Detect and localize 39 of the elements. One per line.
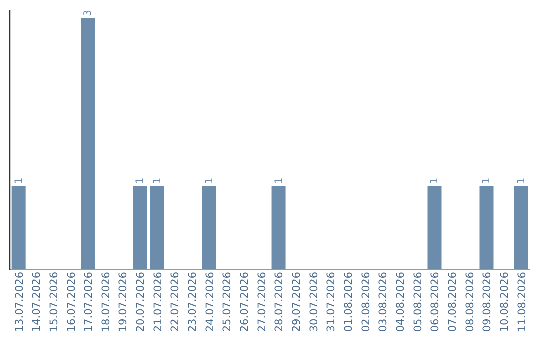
x-tick-label: 25.07.2026 — [222, 272, 234, 332]
x-tick-label: 23.07.2026 — [187, 272, 200, 332]
x-tick-label: 31.07.2026 — [326, 272, 338, 332]
x-tick-label: 08.08.2026 — [464, 272, 476, 332]
x-tick-label: 19.07.2026 — [118, 272, 130, 332]
x-tick-label: 06.08.2026 — [430, 272, 442, 332]
data-label: 1 — [135, 178, 146, 184]
x-tick-label: 16.07.2026 — [66, 272, 78, 332]
x-tick-label: 18.07.2026 — [100, 272, 112, 332]
data-label: 1 — [204, 178, 216, 184]
x-tick-label: 14.07.2026 — [31, 272, 44, 332]
x-tick-label: 03.08.2026 — [378, 272, 390, 332]
data-label: 1 — [516, 178, 528, 184]
x-tick-label: 26.07.2026 — [239, 272, 252, 332]
x-tick-label: 20.07.2026 — [135, 272, 148, 332]
x-tick-label: 04.08.2026 — [395, 272, 408, 332]
x-tick-label: 28.07.2026 — [274, 272, 286, 332]
data-label: 1 — [274, 178, 285, 184]
x-tick-label: 21.07.2026 — [152, 272, 164, 332]
data-label: 1 — [430, 178, 441, 184]
data-label: 1 — [152, 178, 164, 184]
x-tick-label: 11.08.2026 — [516, 272, 528, 332]
x-tick-label: 01.08.2026 — [343, 272, 356, 332]
data-label: 1 — [14, 178, 25, 184]
x-tick-label: 17.07.2026 — [83, 272, 96, 332]
x-tick-label: 24.07.2026 — [204, 272, 216, 332]
x-tick-label: 09.08.2026 — [482, 272, 494, 332]
x-tick-label: 10.08.2026 — [499, 272, 512, 332]
data-label: 1 — [482, 178, 493, 184]
x-tick-label: 15.07.2026 — [48, 272, 60, 332]
x-tick-label: 22.07.2026 — [170, 272, 182, 332]
x-tick-label: 29.07.2026 — [291, 272, 304, 332]
x-tick-label: 05.08.2026 — [412, 272, 424, 332]
x-tick-label: 13.07.2026 — [14, 272, 26, 332]
x-tick-label: 02.08.2026 — [360, 272, 372, 332]
data-label: 3 — [83, 10, 94, 16]
x-tick-label: 27.07.2026 — [256, 272, 268, 332]
x-tick-label: 07.08.2026 — [447, 272, 460, 332]
x-tick-label: 30.07.2026 — [308, 272, 320, 332]
